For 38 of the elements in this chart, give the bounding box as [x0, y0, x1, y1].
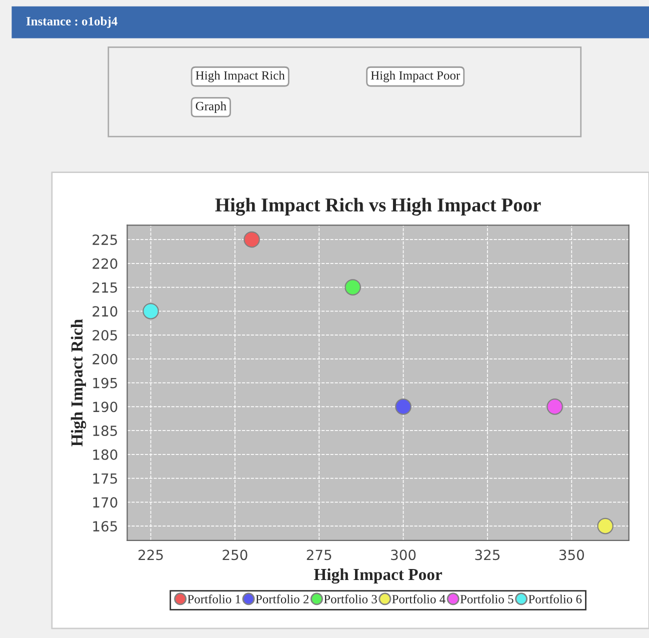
- y-tick-label: 165: [93, 521, 117, 532]
- y-tick-label: 200: [92, 354, 118, 364]
- y-tick-label: 205: [92, 330, 117, 341]
- y-tick-label: 215: [92, 282, 117, 293]
- y-tick-label: 195: [93, 378, 117, 388]
- legend-label: Portfolio 5: [460, 594, 514, 604]
- point: [395, 398, 412, 415]
- point: [344, 279, 361, 296]
- y-tick-label: 170: [93, 497, 118, 508]
- x-tick-label: 325: [475, 550, 500, 560]
- text: High Impact Poor: [370, 70, 460, 82]
- legend-label: Portfolio 6: [528, 594, 582, 604]
- x-tick-label: 250: [222, 550, 248, 560]
- y-tick-label: 180: [93, 449, 118, 460]
- legend-label: Portfolio 3: [324, 594, 377, 604]
- y-tick-label: 185: [93, 426, 117, 436]
- text: Graph: [196, 102, 226, 113]
- text: High Impact Rich: [196, 70, 285, 82]
- x-tick-label: 350: [559, 550, 584, 560]
- y-tick-label: 210: [92, 306, 118, 317]
- legend-label: Portfolio 2: [256, 594, 309, 604]
- chart-title: High Impact Rich vs High Impact Poor: [215, 198, 541, 216]
- y-axis-title: High Impact Rich: [70, 319, 86, 446]
- text: Instance : o1obj4: [26, 16, 118, 28]
- legend-label: Portfolio 1: [188, 594, 240, 604]
- x-tick-label: 300: [391, 550, 416, 560]
- y-tick-label: 175: [93, 473, 117, 484]
- point: [597, 518, 614, 534]
- point: [142, 303, 159, 320]
- point: [244, 231, 260, 248]
- x-axis-title: High Impact Poor: [314, 568, 442, 584]
- y-tick-label: 225: [92, 234, 117, 246]
- y-tick-label: 220: [92, 258, 118, 269]
- x-tick-label: 275: [306, 550, 332, 560]
- x-tick-label: 225: [138, 550, 163, 560]
- y-tick-label: 190: [93, 402, 118, 412]
- point: [546, 398, 563, 415]
- legend-label: Portfolio 4: [392, 594, 446, 604]
